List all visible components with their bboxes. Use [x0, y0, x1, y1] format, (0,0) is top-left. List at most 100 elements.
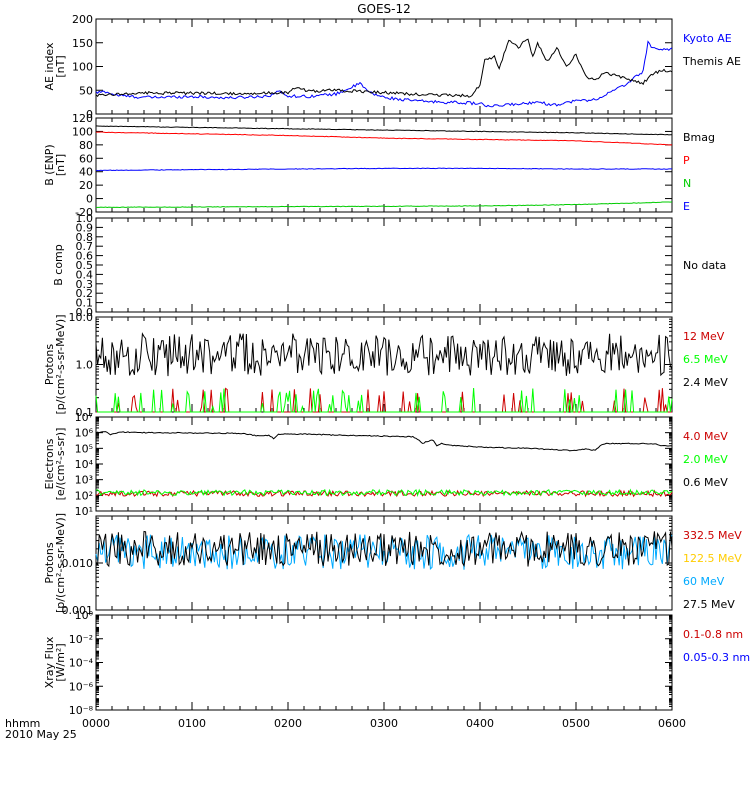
- date-label: 2010 May 25: [5, 728, 77, 741]
- y-axis-label: [W/m²]: [54, 643, 67, 681]
- y-tick-label: 0.5: [76, 259, 94, 272]
- y-tick-label: 10²: [75, 489, 93, 502]
- y-tick-label: 200: [72, 13, 93, 26]
- y-tick-label: 10⁶: [75, 427, 94, 440]
- y-tick-label: 0.4: [76, 268, 94, 281]
- y-tick-label: 1.0: [76, 212, 94, 225]
- y-tick-label: 0.010: [62, 557, 94, 570]
- y-tick-label: 40: [79, 166, 93, 179]
- legend-label: 332.5 MeV: [683, 529, 742, 542]
- legend-label: Bmag: [683, 131, 715, 144]
- y-axis-label: AE index: [43, 42, 56, 91]
- y-tick-label: 150: [72, 37, 93, 50]
- legend-label: 2.4 MeV: [683, 376, 728, 389]
- y-tick-label: 10³: [75, 474, 93, 487]
- legend-label: 60 MeV: [683, 575, 725, 588]
- no-data-label: No data: [683, 259, 726, 272]
- panel-frame: [95, 614, 673, 711]
- legend-label: 0.05-0.3 nm: [683, 651, 750, 664]
- x-tick-label: 0100: [178, 717, 206, 730]
- legend-label: 122.5 MeV: [683, 552, 742, 565]
- legend-label: 2.0 MeV: [683, 453, 728, 466]
- x-tick-label: 0300: [370, 717, 398, 730]
- legend-label: 0.1-0.8 nm: [683, 628, 743, 641]
- y-tick-label: 1.0: [76, 359, 94, 372]
- series-line: [95, 38, 673, 98]
- y-tick-label: 10¹: [75, 505, 93, 518]
- y-tick-label: 0.6: [76, 250, 94, 263]
- series-line: [95, 167, 672, 172]
- y-tick-label: 0: [86, 193, 93, 206]
- y-tick-label: 0.0: [76, 306, 94, 319]
- y-tick-label: 120: [72, 112, 93, 125]
- y-tick-label: 100: [72, 61, 93, 74]
- y-tick-label: 60: [79, 152, 93, 165]
- y-tick-label: 10⁻⁶: [69, 680, 94, 693]
- series-line: [95, 332, 673, 377]
- panel-frame: [95, 217, 673, 313]
- y-tick-label: 10⁵: [75, 442, 93, 455]
- y-axis-label: Electrons: [43, 438, 56, 489]
- y-axis-label: Protons: [43, 542, 56, 583]
- y-tick-label: 80: [79, 139, 93, 152]
- y-tick-label: 0.3: [76, 278, 94, 291]
- y-axis-label: B (ENP): [43, 144, 56, 185]
- x-tick-label: 0600: [658, 717, 686, 730]
- y-tick-label: 0.001: [62, 604, 94, 617]
- y-axis-label: [nT]: [54, 55, 67, 77]
- legend-label: N: [683, 177, 691, 190]
- legend-label: 6.5 MeV: [683, 353, 728, 366]
- series-line: [95, 125, 672, 136]
- time-unit-label: hhmm: [5, 717, 40, 730]
- x-tick-label: 0400: [466, 717, 494, 730]
- y-tick-label: 0.1: [76, 406, 94, 419]
- series-line: [95, 201, 673, 209]
- y-tick-label: 10⁴: [75, 458, 94, 471]
- legend-label: 4.0 MeV: [683, 430, 728, 443]
- legend-label: E: [683, 200, 690, 213]
- x-tick-label: 0200: [274, 717, 302, 730]
- y-tick-label: 10⁰: [75, 609, 94, 622]
- series-line: [95, 387, 673, 413]
- series-line: [95, 431, 673, 452]
- y-tick-label: 20: [79, 179, 93, 192]
- legend-label: 12 MeV: [683, 330, 725, 343]
- legend-label: Themis AE: [682, 55, 741, 68]
- x-tick-label: 0500: [562, 717, 590, 730]
- y-axis-label: Xray Flux: [43, 636, 56, 688]
- y-tick-label: 10⁻⁸: [69, 704, 94, 717]
- panel-frame: [95, 117, 673, 213]
- y-axis-label: [p/(cm²-s-sr-MeV)]: [54, 513, 67, 613]
- series-line: [95, 40, 673, 108]
- y-tick-label: 10⁻²: [69, 633, 93, 646]
- legend-label: 27.5 MeV: [683, 598, 735, 611]
- legend-label: Kyoto AE: [683, 32, 732, 45]
- y-axis-label: [p/(cm²-s-sr-MeV)]: [54, 315, 67, 415]
- series-line: [95, 131, 672, 146]
- y-axis-label: Protons: [43, 344, 56, 385]
- legend-label: 0.6 MeV: [683, 476, 728, 489]
- y-tick-label: 0.7: [76, 240, 94, 253]
- y-tick-label: 100: [72, 125, 93, 138]
- y-tick-label: 0.2: [76, 287, 94, 300]
- x-tick-label: 0000: [82, 717, 110, 730]
- y-tick-label: 10.0: [69, 311, 94, 324]
- series-line: [95, 488, 673, 498]
- y-tick-label: 0.1: [76, 297, 94, 310]
- legend-label: P: [683, 154, 690, 167]
- series-line: [95, 533, 673, 570]
- y-tick-label: 10⁻⁴: [69, 657, 94, 670]
- y-tick-label: 10⁷: [75, 411, 93, 424]
- y-axis-label: [nT]: [54, 154, 67, 176]
- panel-frame: [95, 515, 673, 611]
- y-tick-label: -20: [75, 206, 93, 219]
- figure-title: GOES-12: [357, 2, 411, 16]
- y-tick-label: 50: [79, 84, 93, 97]
- y-tick-label: 0: [86, 108, 93, 121]
- y-axis-label: [e/(cm²-s-sr)]: [54, 428, 67, 501]
- y-tick-label: 0.8: [76, 231, 94, 244]
- y-tick-label: 0.9: [76, 221, 94, 234]
- series-line: [95, 530, 673, 568]
- y-axis-label: B comp: [52, 244, 65, 286]
